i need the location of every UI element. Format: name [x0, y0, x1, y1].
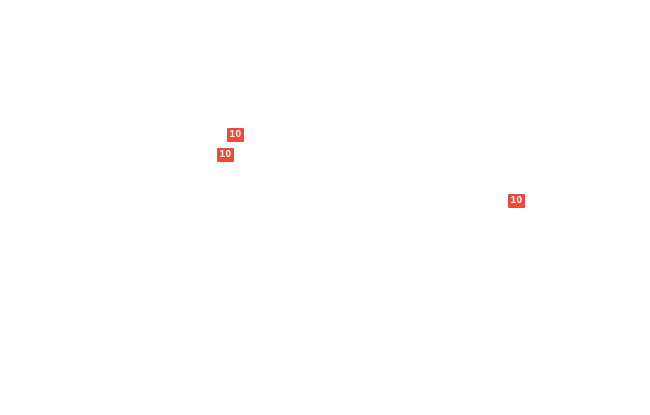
- count-badge[interactable]: 10: [508, 194, 525, 208]
- count-badge[interactable]: 10: [227, 128, 244, 142]
- count-badge[interactable]: 10: [217, 148, 234, 162]
